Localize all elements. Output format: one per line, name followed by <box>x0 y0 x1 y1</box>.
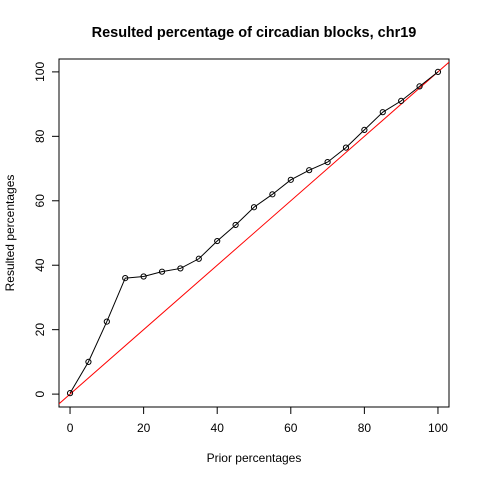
y-tick-label: 100 <box>33 62 47 82</box>
x-axis-label: Prior percentages <box>207 451 302 465</box>
data-point <box>306 167 313 174</box>
data-point <box>232 221 239 229</box>
x-tick-label: 80 <box>358 421 372 435</box>
y-axis: 0 20 40 60 80 100 <box>33 62 59 397</box>
x-tick-label: 20 <box>137 421 151 435</box>
data-point <box>287 176 294 183</box>
y-tick-label: 60 <box>33 194 47 208</box>
data-point <box>416 83 423 90</box>
y-axis-label: Resulted percentages <box>3 175 17 292</box>
data-point <box>434 68 442 75</box>
data-point <box>85 358 92 365</box>
data-point <box>342 144 350 151</box>
data-point <box>269 191 276 198</box>
x-tick-label: 60 <box>284 421 298 435</box>
data-point <box>379 109 386 116</box>
data-point <box>195 255 202 262</box>
x-axis: 0 20 40 60 80 100 <box>67 407 448 435</box>
data-point <box>398 97 405 104</box>
series-line <box>69 71 439 394</box>
y-tick-label: 40 <box>33 258 47 272</box>
x-tick-label: 100 <box>428 421 448 435</box>
reference-line <box>59 61 449 405</box>
y-tick-label: 80 <box>33 129 47 143</box>
x-tick-label: 40 <box>211 421 225 435</box>
data-point <box>103 318 110 325</box>
chart-title: Resulted percentage of circadian blocks,… <box>92 25 417 41</box>
data-point <box>177 265 184 272</box>
data-point <box>361 126 368 133</box>
data-point <box>158 268 166 275</box>
plot-area-frame <box>58 58 450 408</box>
series-layer <box>66 68 442 397</box>
data-point <box>324 159 331 166</box>
data-point <box>140 273 147 280</box>
y-tick-label: 0 <box>33 390 47 397</box>
x-tick-label: 0 <box>67 421 74 435</box>
data-point <box>250 204 258 211</box>
y-tick-label: 20 <box>33 323 47 337</box>
data-point <box>214 237 221 245</box>
data-point <box>66 390 74 397</box>
reference-line-layer <box>59 61 449 405</box>
data-point <box>122 275 129 282</box>
